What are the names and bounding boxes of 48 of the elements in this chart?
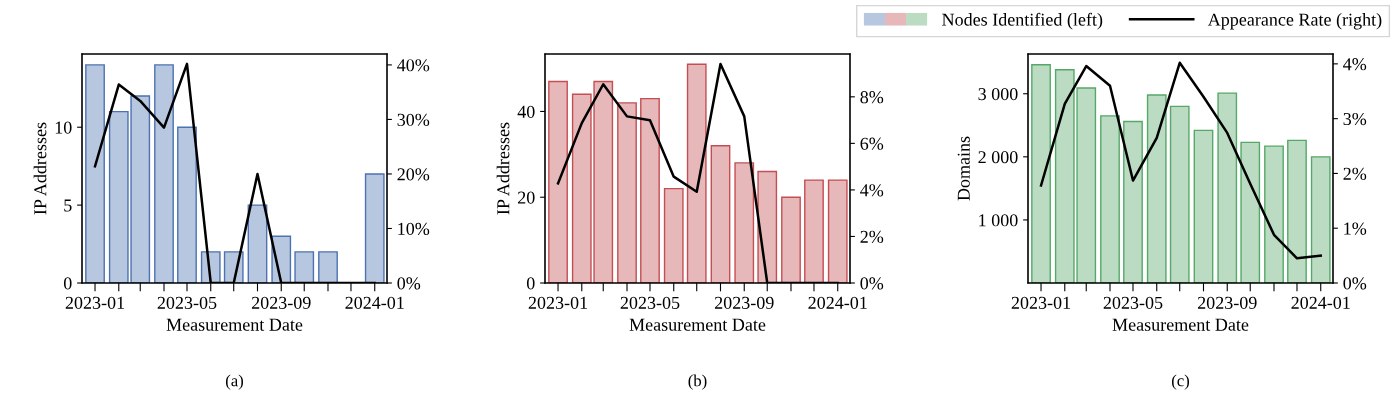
x-tick-label: 2023-09 (1197, 296, 1257, 309)
y2-tick-label: 2% (1343, 167, 1367, 180)
y2-tick-label: 10% (398, 222, 430, 235)
y-tick-label: 1 000 (979, 214, 1018, 227)
y-tick-label: 5 (64, 199, 72, 212)
legend-label: Appearance Rate (right) (1207, 13, 1382, 30)
x-tick-label: 2023-01 (65, 296, 125, 309)
y2-tick-label: 0% (1343, 277, 1367, 290)
y2-tick-label: 4% (1343, 58, 1367, 71)
x-tick-label: 2024-01 (808, 296, 867, 309)
y-axis-title: IP Addresses (33, 122, 47, 215)
text: (a) (225, 374, 244, 390)
y2-tick-label: 0% (397, 277, 421, 290)
y-tick-label: 3 000 (978, 88, 1018, 101)
x-tick-label: 2024-01 (1291, 296, 1350, 309)
y-tick-label: 2 000 (978, 151, 1018, 164)
x-tick-label: 2023-09 (714, 296, 774, 309)
x-tick-label: 2023-05 (157, 296, 217, 309)
x-tick-label: 2023-09 (251, 296, 311, 309)
x-tick-label: 2023-01 (1011, 296, 1071, 309)
x-axis-title: Measurement Date (629, 318, 766, 331)
y2-tick-label: 30% (397, 113, 430, 126)
y-tick-label: 20 (518, 191, 535, 204)
y-axis-title: IP Addresses (496, 122, 510, 215)
y2-tick-label: 0% (860, 277, 884, 290)
y2-tick-label: 40% (397, 59, 430, 72)
x-axis-title: Measurement Date (1112, 318, 1249, 331)
y-tick-label: 0 (526, 277, 535, 290)
line-series (1039, 61, 1322, 260)
y2-tick-label: 1% (1344, 222, 1367, 235)
x-tick-label: 2023-05 (620, 296, 680, 309)
y2-tick-label: 4% (860, 184, 884, 197)
x-tick-label: 2024-01 (345, 296, 404, 309)
y2-tick-label: 3% (1343, 112, 1367, 126)
legend-label: Nodes Identified (left) (942, 12, 1103, 30)
x-tick-label: 2023-01 (528, 296, 588, 309)
y-axis-title: Domains (957, 136, 970, 201)
y-tick-label: 10 (55, 121, 72, 134)
y-tick-label: 0 (63, 277, 72, 290)
y-tick-label: 40 (517, 105, 535, 118)
y2-tick-label: 20% (397, 168, 430, 181)
text: (c) (1171, 374, 1190, 390)
text: (b) (688, 374, 707, 390)
y2-tick-label: 6% (860, 137, 884, 150)
x-tick-label: 2023-05 (1103, 296, 1163, 309)
y2-tick-label: 8% (860, 91, 884, 104)
y2-tick-label: 2% (860, 230, 884, 243)
x-axis-title: Measurement Date (166, 318, 303, 331)
